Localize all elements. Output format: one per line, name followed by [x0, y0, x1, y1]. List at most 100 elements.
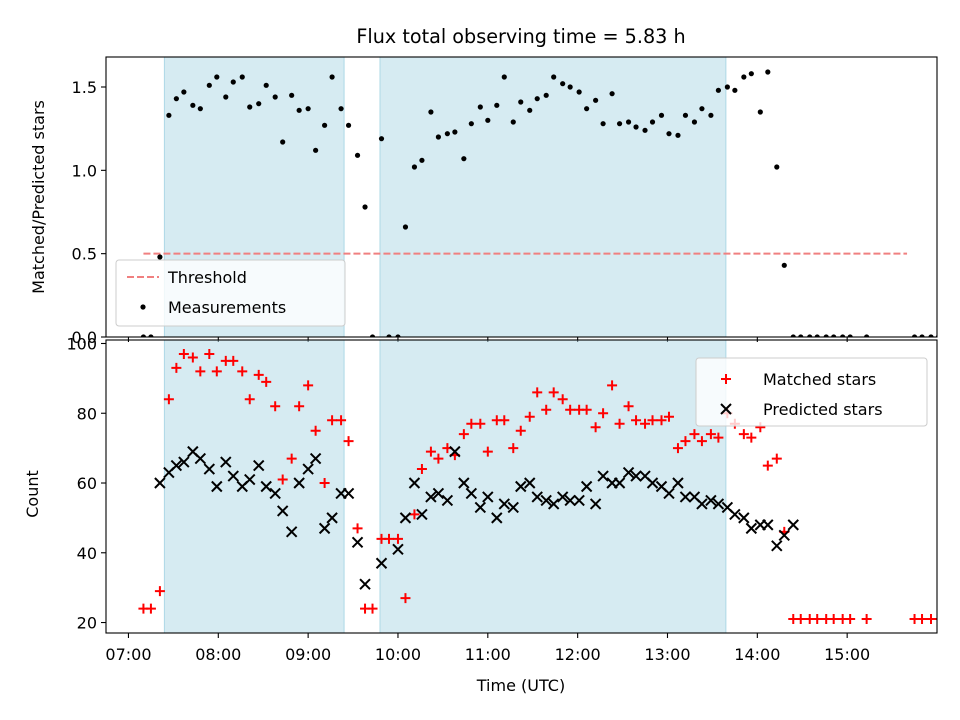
predicted-stars-point [269, 487, 281, 500]
matched-stars-point [392, 533, 403, 544]
matched-stars-point [163, 394, 174, 405]
measurement-point [272, 94, 278, 100]
measurement-point [840, 334, 846, 337]
legend-measurements-label: Measurements [168, 298, 286, 317]
matched-stars-point [482, 446, 493, 457]
matched-stars-point [319, 478, 330, 489]
observing-window-band [379, 57, 727, 337]
predicted-stars-point [507, 501, 519, 514]
matched-stars-point [211, 366, 222, 377]
legend-threshold-label: Threshold [167, 268, 247, 287]
matched-stars-point [532, 387, 543, 398]
predicted-stars-point [432, 487, 445, 500]
matched-stars-point [310, 425, 321, 436]
legend-box [115, 259, 346, 327]
legend: Matched stars Predicted stars [695, 357, 928, 427]
matched-stars-point [548, 387, 559, 398]
measurement-point [444, 131, 450, 137]
matched-stars-point [327, 415, 338, 426]
predicted-stars-point [293, 477, 305, 489]
measurement-point [354, 152, 361, 158]
predicted-stars-point [211, 480, 223, 493]
measurement-point [395, 334, 401, 337]
y-tick-label: 100 [66, 334, 97, 353]
predicted-stars-point [154, 477, 166, 489]
measurement-point [911, 334, 918, 337]
measurement-point [485, 117, 491, 123]
measurement-point [790, 334, 796, 337]
measurement-point [682, 112, 689, 118]
predicted-stars-point [244, 473, 256, 486]
matched-stars-point [433, 453, 444, 464]
measurement-point [691, 119, 698, 125]
measurement-point [551, 74, 557, 80]
measurement-point [864, 334, 870, 337]
matched-stars-point [270, 401, 281, 412]
measurement-point [435, 134, 441, 140]
matched-stars-point [204, 348, 215, 359]
predicted-stars-point [392, 543, 404, 555]
measurement-point [823, 334, 829, 337]
matched-stars-point [565, 404, 576, 415]
measurement-point [675, 132, 681, 138]
measurement-point [305, 106, 311, 112]
legend-measurements-swatch [140, 304, 146, 310]
matched-stars-point [367, 603, 378, 614]
measurement-point [741, 74, 747, 80]
measurement-point [190, 102, 196, 108]
legend: Threshold Measurements [115, 259, 346, 327]
predicted-stars-point [679, 491, 692, 503]
predicted-stars-point [458, 477, 470, 489]
matched-stars-point [237, 366, 248, 377]
count-y-axis-label: Count [23, 470, 42, 518]
matched-stars-point [581, 404, 592, 415]
measurement-point [378, 136, 385, 142]
predicted-stars-point [524, 477, 536, 489]
matched-stars-point [696, 436, 707, 447]
predicted-stars-point [220, 456, 232, 468]
predicted-stars-point [622, 466, 635, 479]
predicted-stars-point [482, 491, 494, 503]
matched-stars-point [713, 432, 724, 443]
matched-stars-point [640, 418, 651, 429]
x-tick-label: 11:00 [465, 645, 511, 664]
matched-stars-point [557, 394, 568, 405]
predicted-stars-point [540, 494, 552, 507]
predicted-stars-point [474, 501, 487, 514]
measurement-point [157, 254, 163, 260]
measurement-point [699, 106, 705, 112]
measurement-point [468, 121, 474, 127]
measurement-point [239, 74, 245, 80]
predicted-stars-point [351, 536, 364, 549]
matched-stars-point [647, 415, 658, 426]
y-tick-label: 40 [77, 544, 97, 563]
matched-stars-point [383, 533, 394, 544]
measurement-point [428, 109, 434, 115]
measurement-point [411, 164, 418, 170]
predicted-stars-point [547, 498, 560, 510]
measurement-point [148, 334, 154, 337]
matched-stars-point [336, 415, 347, 426]
predicted-stars-point [375, 557, 388, 569]
x-tick-label: 14:00 [734, 645, 780, 664]
measurement-point [616, 121, 623, 127]
measurement-point [798, 334, 804, 337]
matched-stars-point [515, 425, 526, 436]
predicted-stars-point [556, 491, 569, 503]
matched-stars-point [228, 355, 239, 366]
matched-stars-point [352, 523, 363, 534]
predicted-stars-point [663, 487, 675, 500]
legend-predicted-label: Predicted stars [763, 400, 883, 419]
matched-stars-point [933, 618, 937, 621]
predicted-stars-point [302, 463, 314, 475]
measurement-point [666, 131, 672, 137]
predicted-stars-point [465, 487, 478, 500]
predicted-stars-point [260, 480, 272, 493]
matched-stars-point [950, 614, 960, 624]
matched-stars-point [195, 366, 206, 377]
matched-stars-point [261, 376, 272, 387]
predicted-stars-point [762, 519, 774, 531]
measurement-point [814, 334, 820, 337]
matched-stars-point [828, 614, 839, 625]
measurement-point [781, 262, 787, 268]
